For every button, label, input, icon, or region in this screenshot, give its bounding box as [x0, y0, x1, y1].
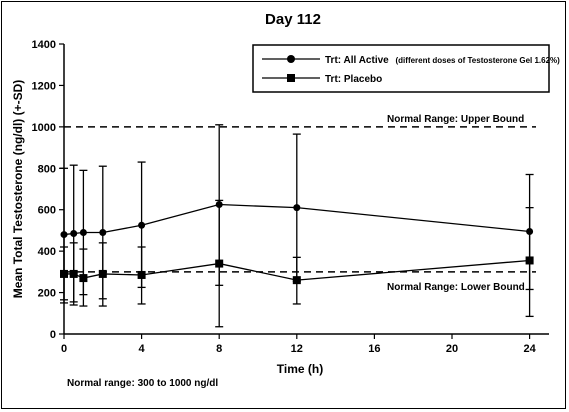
data-point [69, 269, 78, 278]
legend-marker-circle [287, 55, 295, 63]
x-tick-label: 16 [368, 343, 380, 355]
chart-title: Day 112 [265, 11, 321, 28]
data-point [79, 229, 87, 236]
legend: Trt: All Active (different doses of Test… [252, 44, 560, 93]
legend-marker-square [287, 74, 295, 82]
y-tick-label: 800 [38, 163, 56, 175]
y-tick-label: 1400 [32, 39, 56, 51]
x-tick-label: 8 [216, 343, 222, 355]
data-point [98, 269, 107, 278]
data-point [137, 270, 146, 279]
series-all-active [60, 124, 534, 303]
y-tick-label: 1200 [32, 80, 56, 92]
legend-label-active: Trt: All Active (different doses of Test… [325, 55, 560, 66]
x-tick-label: 4 [139, 343, 146, 355]
x-axis-label: Time (h) [277, 362, 323, 376]
legend-detail-active: (different doses of Testosterone Gel 1.6… [396, 56, 561, 65]
data-point [215, 259, 224, 268]
y-tick-label: 400 [38, 246, 56, 258]
data-point [293, 204, 301, 212]
upper-bound-label: Normal Range: Upper Bound [387, 114, 524, 125]
data-point [525, 256, 534, 265]
data-point [60, 231, 68, 239]
x-tick-label: 0 [61, 343, 67, 355]
y-tick-label: 600 [38, 205, 56, 217]
data-point [99, 229, 107, 236]
data-point [70, 230, 78, 238]
reference-lines [64, 126, 536, 273]
footnote: Normal range: 300 to 1000 ng/dl [67, 378, 218, 389]
x-tick-label: 20 [446, 343, 458, 355]
y-axis-label: Mean Total Testosterone (ng/dl) (+-SD) [11, 80, 25, 299]
x-tick-label: 24 [523, 343, 536, 355]
legend-label-placebo: Trt: Placebo [325, 74, 382, 85]
series-placebo [60, 199, 534, 328]
data-point [79, 274, 88, 283]
legend-box [252, 44, 550, 93]
data-point [138, 221, 146, 229]
y-tick-label: 200 [38, 288, 56, 300]
x-tick-label: 12 [291, 343, 303, 355]
y-tick-label: 1000 [32, 122, 56, 134]
series-layer [60, 124, 534, 328]
data-point [60, 269, 68, 278]
lower-bound-label: Normal Range: Lower Bound [387, 282, 525, 293]
data-point [292, 276, 301, 285]
legend-name-active: Trt: All Active [325, 55, 389, 66]
y-tick-label: 0 [50, 329, 56, 341]
